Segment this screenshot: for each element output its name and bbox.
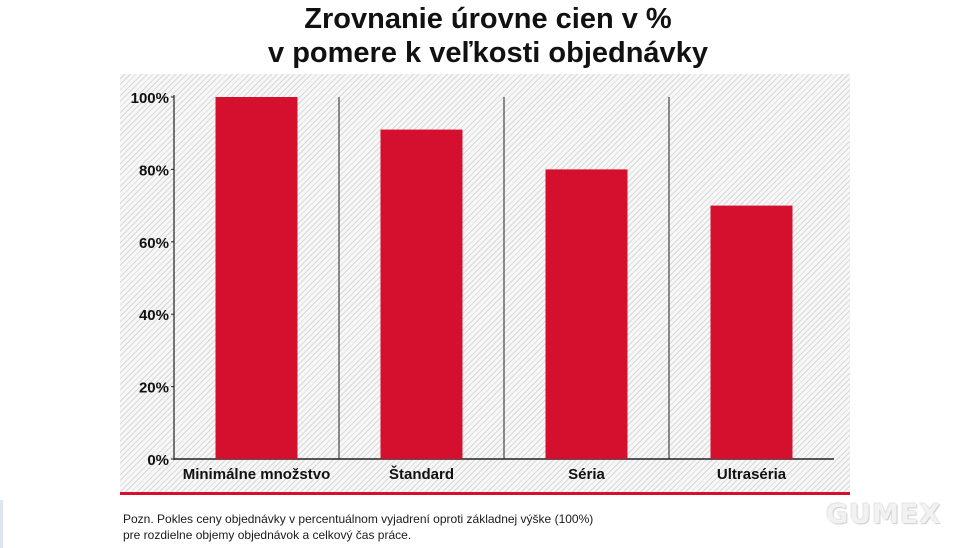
gumex-logo: GUMEX (826, 499, 942, 530)
chart-title-line-1: Zrovnanie úrovne cien v % (304, 3, 672, 35)
y-tick-label: 40% (139, 307, 169, 324)
x-category-label: Minimálne množstvo (183, 466, 331, 483)
y-tick-label: 80% (139, 162, 169, 179)
x-category-label: Séria (568, 466, 605, 483)
bar (710, 205, 793, 459)
footnote: Pozn. Pokles ceny objednávky v percentuá… (123, 511, 593, 543)
bar (380, 129, 463, 459)
chart-title: Zrovnanie úrovne cien v % v pomere k veľ… (0, 2, 976, 70)
y-tick-label: 60% (139, 235, 169, 252)
bar (545, 169, 628, 459)
footnote-line-1: Pozn. Pokles ceny objednávky v percentuá… (123, 512, 594, 526)
bottom-accent-line (120, 492, 850, 495)
x-category-label: Ultraséria (717, 466, 787, 483)
x-category-label: Štandard (389, 465, 454, 483)
y-tick-label: 0% (147, 452, 169, 469)
chart-title-line-2: v pomere k veľkosti objednávky (268, 37, 708, 69)
footnote-line-2: pre rozdielne objemy objednávok a celkov… (123, 528, 412, 542)
y-tick-label: 100% (131, 90, 169, 107)
y-tick-label: 20% (139, 380, 169, 397)
left-edge-strip (0, 500, 3, 548)
bar (215, 97, 298, 459)
